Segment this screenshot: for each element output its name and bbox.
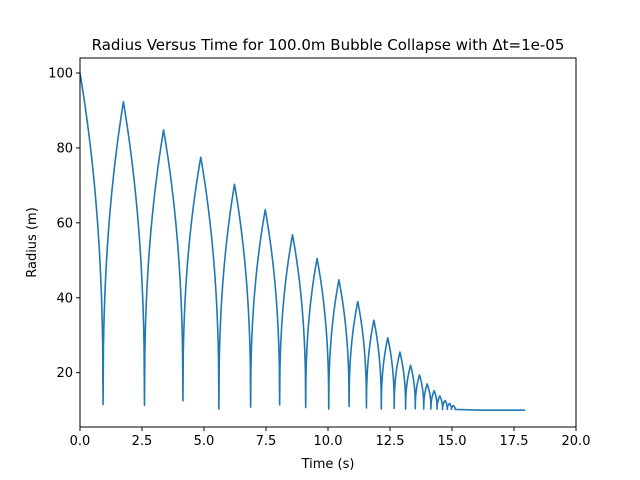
y-axis-label: Radius (m)	[25, 207, 40, 278]
y-axis: 20 40 60 80 100	[48, 66, 80, 381]
x-axis: 0.0 2.5 5.0 7.5 10.0 12.5 15.0 17.5 20.0	[70, 427, 591, 449]
series-layer	[79, 72, 526, 411]
x-tick-label: 15.0	[438, 434, 467, 449]
radius-line	[79, 72, 526, 411]
y-tick-label: 40	[56, 291, 73, 306]
y-tick-label: 60	[56, 216, 73, 231]
x-tick-label: 0.0	[70, 434, 91, 449]
chart-title: Radius Versus Time for 100.0m Bubble Col…	[92, 36, 565, 54]
y-tick-label: 20	[56, 366, 73, 381]
x-tick-label: 10.0	[314, 434, 343, 449]
x-tick-label: 7.5	[256, 434, 277, 449]
x-tick-label: 5.0	[194, 434, 215, 449]
x-tick-label: 2.5	[132, 434, 153, 449]
x-tick-label: 12.5	[376, 434, 405, 449]
x-tick-label: 20.0	[562, 434, 591, 449]
y-tick-label: 80	[56, 141, 73, 156]
x-tick-label: 17.5	[500, 434, 529, 449]
x-axis-label: Time (s)	[301, 457, 355, 472]
plot-area	[79, 57, 577, 428]
y-tick-label: 100	[48, 66, 73, 81]
